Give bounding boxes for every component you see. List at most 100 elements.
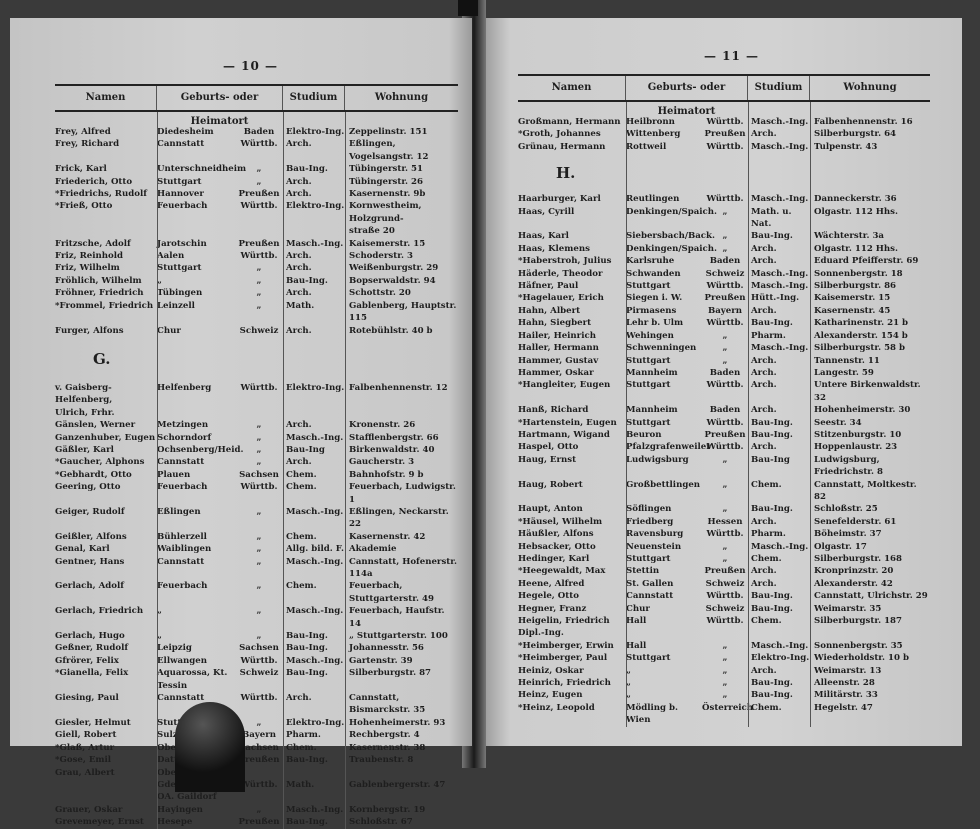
cell-birthplace: St. Gallen — [626, 578, 674, 589]
cell-address: Kasernenstr. 9b — [349, 189, 426, 200]
cell-birthplace: Friedberg — [626, 516, 674, 527]
cell-region: „ — [722, 504, 728, 515]
cell-region: Preußen — [238, 817, 280, 828]
cell-study: Chem. — [751, 554, 782, 564]
cell-study: Arch. — [751, 405, 777, 416]
cell-name: Gerlach, Friedrich — [55, 606, 144, 617]
cell-address: Stafflenbergstr. 66 — [349, 432, 439, 443]
table-row: Fritzsche, Adolf Jarotschin Preußen Masch.-… — [55, 238, 458, 250]
cell-birthplace: Pirmasens — [626, 305, 677, 316]
cell-address: Feuerbach, Ludwigstr. 1 — [349, 482, 456, 505]
cell-birthplace: Stuttgart — [626, 355, 671, 366]
cell-region: „ — [256, 176, 262, 187]
table-row: Grauer, Oskar Hayingen „ Masch.-Ing. Kornber… — [55, 804, 458, 816]
cell-name: Gfrörer, Felix — [55, 655, 119, 666]
cell-region: Baden — [709, 405, 741, 416]
cell-region: „ — [256, 717, 262, 728]
cell-birthplace: Stuttgart — [626, 653, 671, 664]
cell-birthplace: Stuttgart — [626, 417, 671, 428]
table-row: Hahn, Siegbert Lehr b. Ulm Württb. Bau-Ing.… — [518, 317, 930, 329]
cell-study: Chem. — [286, 742, 317, 753]
cell-region: „ — [256, 804, 262, 815]
table-row: Hegner, Franz Chur Schweiz Bau-Ing. Weimarst… — [518, 603, 930, 615]
cell-address: Schloßstr. 67 — [349, 817, 413, 828]
table-row: *Gaucher, Alphons Cannstatt „ Arch. Gauchers… — [55, 456, 458, 468]
cell-address: Hohenheimerstr. 30 — [814, 405, 911, 416]
table-row: Giesing, Paul Cannstatt Württb. Arch. Cannst… — [55, 692, 458, 717]
column-divider — [626, 102, 627, 727]
cell-name: Haug, Ernst — [518, 454, 577, 465]
cell-study: Arch. — [751, 380, 777, 391]
cell-study: Elektro-Ing. — [286, 127, 345, 137]
cell-study: Bau-Ing. — [751, 678, 793, 689]
cell-region: Schweiz — [239, 325, 279, 336]
cell-address: Sonnenbergstr. 35 — [814, 640, 903, 651]
cell-name: Haas, Karl — [518, 231, 569, 242]
cell-birthplace: Rottweil — [626, 141, 667, 152]
table-row: Gentner, Hans Cannstatt „ Masch.-Ing. Cannst… — [55, 556, 458, 581]
binding-clip — [458, 0, 478, 16]
cell-birthplace: Helfenberg — [157, 382, 212, 393]
cell-address: Kronprinzstr. 20 — [814, 566, 894, 577]
cell-region: „ — [722, 541, 728, 552]
cell-birthplace: Jarotschin — [157, 238, 207, 249]
cell-address: Johannesstr. 56 — [349, 643, 424, 654]
cell-address: Tulpenstr. 43 — [814, 141, 878, 152]
cell-region: „ — [722, 653, 728, 664]
table-row: Haas, Cyrill Denkingen/Spaich. „ Math. u. N… — [518, 206, 930, 231]
cell-address: Kornbergstr. 19 — [349, 804, 426, 815]
cell-region: „ — [722, 231, 728, 242]
cell-study: Arch. — [751, 129, 777, 140]
table-row: Giesler, HelmutStuttgart„Elektro-Ing.Hoh… — [55, 717, 458, 729]
cell-birthplace: Schorndorf — [157, 432, 212, 443]
cell-region: „ — [722, 343, 728, 354]
cell-birthplace: Ludwigsburg — [626, 454, 689, 465]
cell-birthplace: Ochsenberg/Heid. — [157, 444, 244, 455]
cell-study: Bau-Ing. — [286, 817, 328, 828]
cell-birthplace: Schwenningen — [626, 343, 697, 354]
cell-birthplace: Feuerbach — [157, 482, 208, 493]
cell-study: Arch. — [286, 325, 312, 336]
cell-birthplace: Eßlingen — [157, 506, 201, 517]
cell-birthplace: Denkingen/Spaich. — [626, 206, 718, 217]
cell-region: Württb. — [706, 591, 744, 602]
cell-region: „ — [256, 432, 262, 443]
table-row: Genal, Karl Waiblingen „ Allg. bild. F. Akad… — [55, 543, 458, 555]
table-row: Giell, RobertSulzschneidBayernPharm.Rech… — [55, 729, 458, 741]
cell-name: *Friedrichs, Rudolf — [55, 189, 147, 200]
cell-name: Heene, Alfred — [518, 578, 585, 589]
cell-study: Masch.-Ing. — [286, 238, 344, 249]
cell-study: Chem. — [286, 581, 317, 592]
cell-address: Zeppelinstr. 151 — [349, 127, 428, 137]
cell-birthplace: Aalen — [157, 251, 185, 262]
cell-region: Württb. — [706, 616, 744, 627]
cell-name: Frey, Alfred — [55, 127, 111, 137]
cell-birthplace: Cannstatt — [626, 591, 674, 602]
cell-name: Haller, Hermann — [518, 343, 599, 354]
cell-name: *Glaß, Artur — [55, 742, 115, 753]
cell-study: Bau-Ing. — [751, 231, 793, 242]
column-header-study: Studium — [748, 76, 810, 100]
cell-address: Silberburgstr. 168 — [814, 554, 903, 564]
cell-address: Silberburgstr. 58 b — [814, 343, 906, 354]
cell-name: Heinz, Eugen — [518, 690, 583, 701]
cell-study: Arch. — [286, 420, 312, 431]
cell-study: Masch.-Ing. — [751, 117, 809, 127]
cell-birthplace: Feuerbach — [157, 581, 208, 592]
cell-region: Württb. — [706, 141, 744, 152]
cell-address: Untere Birkenwaldstr. 32 — [814, 380, 921, 403]
cell-study: Masch.-Ing. — [286, 655, 344, 666]
table-row: Heinz, Eugen „ „ Bau-Ing. Militärstr. 33 — [518, 689, 930, 701]
cell-region: Bayern — [707, 305, 743, 316]
cell-birthplace: Wittenberg — [626, 129, 681, 140]
table-row: *Hagelauer, Erich Siegen i. W. Preußen Hütt… — [518, 292, 930, 304]
cell-study: Chem. — [751, 479, 782, 490]
column-divider — [345, 112, 346, 829]
cell-address: Senefelderstr. 61 — [814, 516, 897, 527]
cell-region: Sachsen — [239, 643, 279, 654]
cell-region: „ — [256, 606, 262, 617]
cell-address: Seestr. 34 — [814, 417, 862, 428]
table-row: Häußler, Alfons Ravensburg Württb. Pharm. Bö… — [518, 528, 930, 540]
cell-address: Tannenstr. 11 — [814, 355, 880, 366]
cell-region: „ — [722, 554, 728, 564]
